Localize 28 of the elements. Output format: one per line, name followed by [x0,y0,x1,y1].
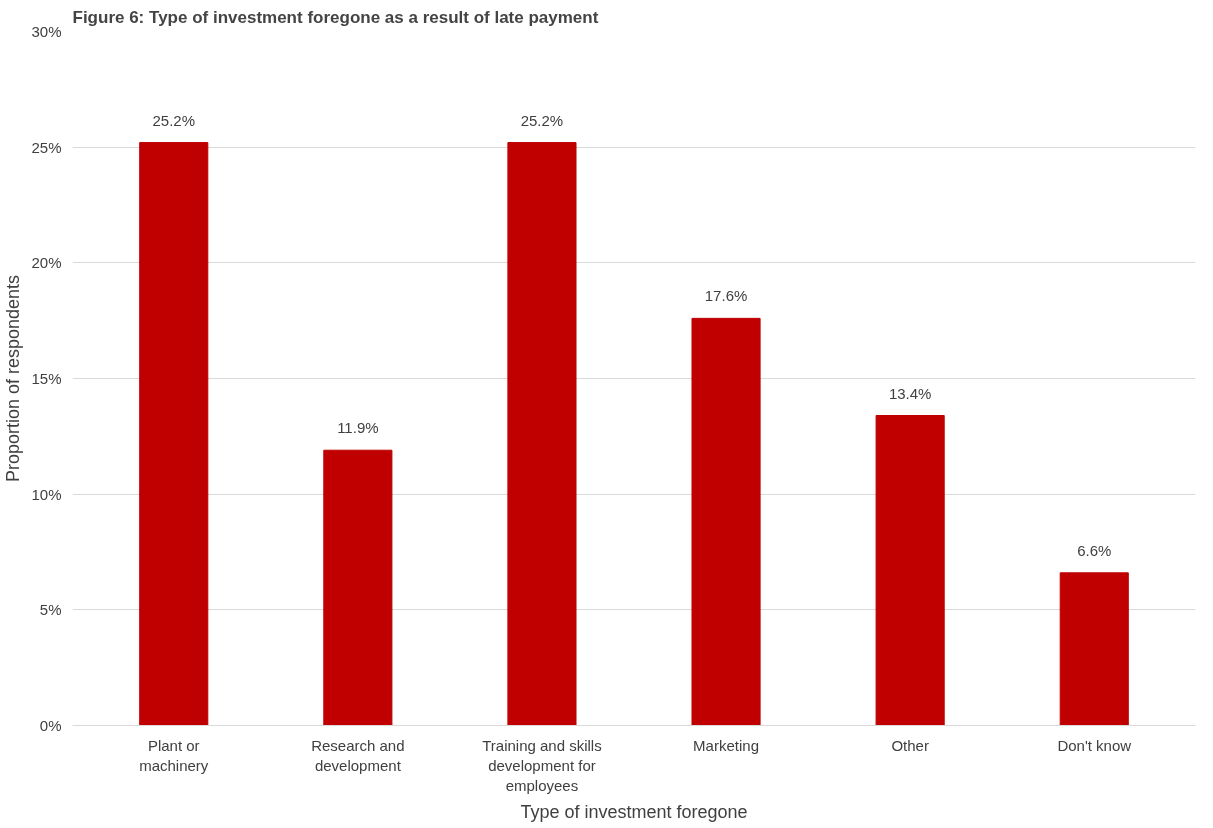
x-axis-title: Type of investment foregone [520,802,748,823]
x-tick-label: Research and development [311,736,405,774]
y-tick-label: 20% [31,254,62,272]
x-tick-label: Don't know [1057,736,1132,754]
bar [1059,572,1129,726]
x-tick-label: Marketing [693,736,759,754]
bar [507,142,577,726]
y-tick-label: 5% [39,601,62,619]
y-tick-label: 0% [39,717,62,734]
data-label: 25.2% [520,111,564,129]
bar [139,142,209,726]
x-tick-label: Other [891,736,929,754]
x-tick-label: Training and skills development for employees [482,736,602,795]
y-tick-label: 25% [31,138,62,156]
data-label: 11.9% [337,419,379,437]
y-tick-label: 10% [31,485,62,503]
y-axis-title: Proportion of respondents [3,274,24,483]
data-label: 6.6% [1077,541,1112,559]
data-label: 17.6% [704,287,748,305]
bar [323,449,393,726]
data-label: 25.2% [152,111,196,129]
bar [875,415,945,726]
y-tick-label: 30% [31,23,62,40]
y-tick-label: 15% [31,370,62,387]
data-label: 13.4% [888,384,932,402]
bar [691,317,761,726]
x-tick-label: Plant or machinery [139,736,209,774]
chart-title: Figure 6: Type of investment foregone as a result of late payment [72,7,599,27]
